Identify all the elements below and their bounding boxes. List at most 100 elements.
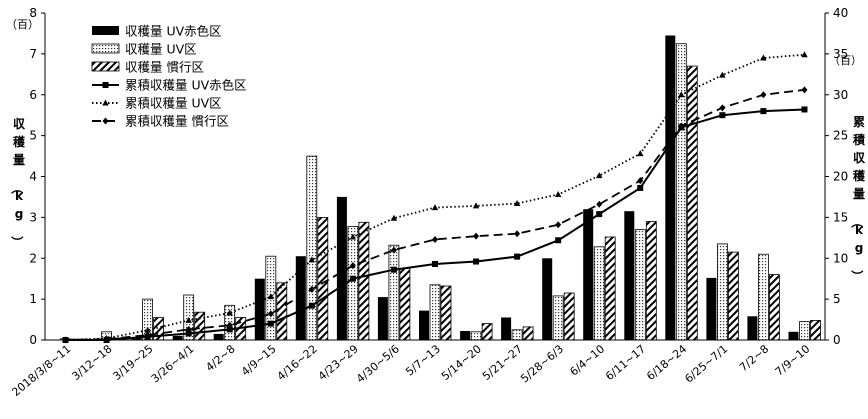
line-point-s1-15 <box>678 91 685 98</box>
left-tick-label-8: 8 <box>29 6 37 20</box>
bar-s2-18 <box>810 319 821 341</box>
line-point-s1-6 <box>308 256 316 263</box>
bar-s1-11 <box>511 329 523 341</box>
x-tick-label-8: 4/30~5/6 <box>354 342 402 385</box>
line-point-s2-4 <box>226 321 233 329</box>
bar-s2-14 <box>645 221 657 341</box>
bar-s2-5 <box>276 282 288 341</box>
legend-swatch-bar-0 <box>92 26 119 35</box>
line-point-s0-10 <box>473 258 480 265</box>
line-point-s1-10 <box>472 202 480 209</box>
left-tick-label-4: 4 <box>29 170 37 184</box>
left-tick-label-6: 6 <box>29 88 37 102</box>
x-tick-label-4: 4/2~8 <box>203 342 237 374</box>
bar-s1-17 <box>758 253 769 341</box>
right-tick-label-3: 15 <box>833 210 848 224</box>
line-point-s2-7 <box>349 262 356 270</box>
line-point-s1-13 <box>596 172 603 179</box>
line-point-s2-8 <box>390 246 397 254</box>
line-point-s1-14 <box>637 150 644 157</box>
line-point-s0-13 <box>596 211 603 218</box>
bar-s1-18 <box>799 321 810 341</box>
right-tick-label-7: 35 <box>833 47 848 61</box>
bar-s0-17 <box>747 316 758 340</box>
bar-s0-13 <box>583 209 594 340</box>
x-tick-label-9: 5/7~13 <box>403 342 443 378</box>
x-tick-label-16: 6/25~7/1 <box>682 342 730 385</box>
legend-marker-1 <box>102 99 109 106</box>
line-point-s2-11 <box>514 230 521 238</box>
line-point-s2-17 <box>760 91 767 99</box>
line-point-s2-5 <box>267 310 274 318</box>
x-tick-label-10: 5/14~20 <box>439 342 484 383</box>
legend-label-1: 収穫量 UV区 <box>125 42 197 57</box>
right-axis-unit: （百） <box>829 54 862 67</box>
legend-swatch-bar-1 <box>91 43 120 54</box>
bar-s1-16 <box>717 243 728 341</box>
bar-s0-16 <box>706 277 717 340</box>
line-point-s2-9 <box>432 235 438 243</box>
legend-label-5: 累積収穫量 慣行区 <box>125 114 229 129</box>
bar-s1-15 <box>675 43 687 341</box>
bar-s2-8 <box>399 268 411 341</box>
right-tick-label-6: 30 <box>833 88 848 102</box>
right-tick-label-5: 25 <box>833 129 848 143</box>
bar-s2-6 <box>317 216 329 341</box>
line-point-s2-12 <box>555 221 562 229</box>
line-point-s2-15 <box>678 122 685 130</box>
bar-s0-9 <box>419 310 429 340</box>
bar-s0-15 <box>665 35 676 340</box>
line-point-s1-9 <box>431 204 439 211</box>
bar-s0-14 <box>624 211 635 340</box>
left-axis-unit: （百） <box>6 18 39 31</box>
bar-s0-8 <box>377 297 388 340</box>
bar-s1-14 <box>634 229 646 341</box>
bar-s2-17 <box>769 274 780 341</box>
right-tick-label-2: 10 <box>833 251 848 265</box>
bar-s0-12 <box>542 258 553 341</box>
right-tick-label-1: 5 <box>833 292 841 306</box>
bar-s0-10 <box>460 331 471 340</box>
bar-s0-5 <box>254 278 265 340</box>
line-point-s1-7 <box>349 233 357 240</box>
line-point-s1-3 <box>185 316 192 323</box>
x-tick-label-3: 3/26~4/1 <box>149 342 197 385</box>
line-point-s1-11 <box>513 199 521 206</box>
legend-swatch-bar-2 <box>91 61 120 72</box>
left-axis-title: 収穫量（ k g） <box>10 117 26 248</box>
line-point-s0-6 <box>308 302 315 309</box>
x-tick-label-13: 6/4~10 <box>567 342 607 378</box>
x-tick-label-1: 3/12~18 <box>69 342 114 383</box>
left-tick-label-1: 1 <box>29 292 37 306</box>
line-point-s0-16 <box>719 112 726 119</box>
line-point-s1-8 <box>390 214 398 221</box>
bar-s1-7 <box>347 225 359 341</box>
right-tick-label-0: 0 <box>833 333 841 347</box>
bar-s0-4 <box>213 333 224 340</box>
bar-s0-7 <box>336 196 347 340</box>
line-point-s2-10 <box>473 232 480 240</box>
bar-s2-13 <box>604 236 616 341</box>
left-tick-label-7: 7 <box>29 47 37 61</box>
line-point-s2-13 <box>596 200 603 208</box>
bar-s0-3 <box>172 335 183 340</box>
bar-s2-10 <box>481 323 493 341</box>
line-point-s2-6 <box>308 285 315 293</box>
line-point-s0-17 <box>760 108 767 115</box>
line-point-s0-14 <box>637 184 644 191</box>
bar-s1-12 <box>552 295 564 341</box>
bar-s0-6 <box>295 256 306 340</box>
bar-s2-16 <box>728 251 739 341</box>
line-point-s2-14 <box>637 177 644 185</box>
x-tick-label-5: 4/9~15 <box>239 342 279 378</box>
line-point-s1-12 <box>554 190 562 197</box>
left-tick-label-0: 0 <box>29 333 37 347</box>
line-point-s1-5 <box>267 293 274 300</box>
line-point-s0-11 <box>514 253 521 260</box>
line-point-s2-16 <box>719 104 726 112</box>
line-point-s0-8 <box>390 266 397 273</box>
legend-label-2: 収穫量 慣行区 <box>125 60 204 75</box>
line-point-s0-9 <box>432 260 438 267</box>
line-point-s2-2 <box>144 331 151 339</box>
